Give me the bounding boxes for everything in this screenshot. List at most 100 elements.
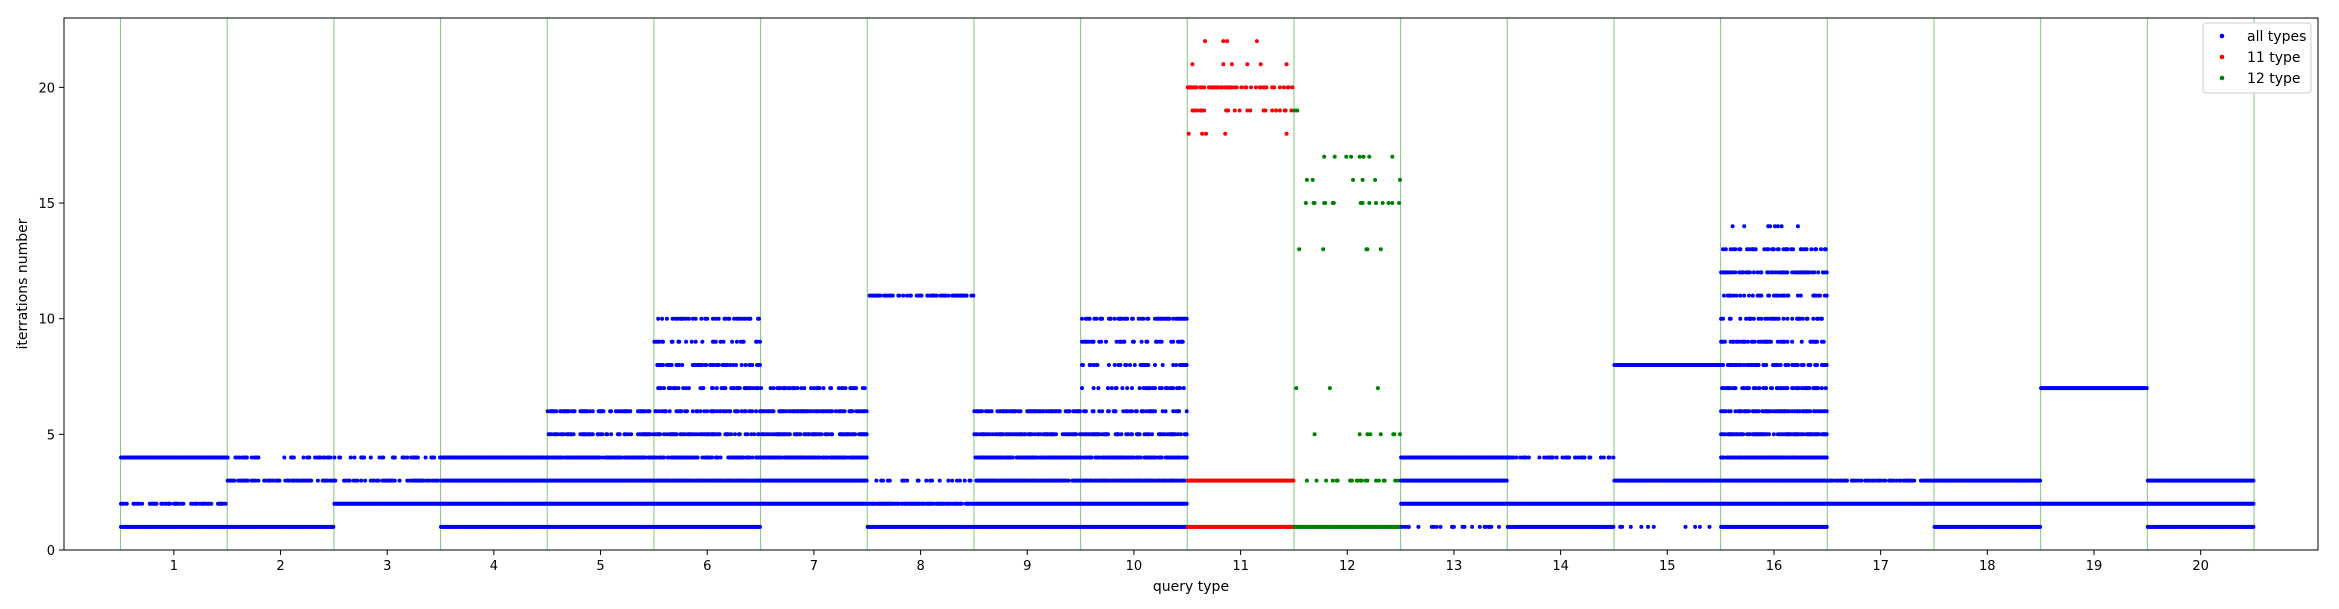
data-point — [1310, 177, 1315, 182]
data-point — [270, 478, 275, 483]
separator-lines — [120, 18, 2255, 550]
data-point — [1286, 85, 1291, 90]
data-point — [715, 455, 720, 460]
data-point — [1184, 501, 1189, 506]
data-point — [1249, 85, 1254, 90]
data-point — [244, 455, 249, 460]
data-point — [1365, 478, 1370, 483]
data-point — [784, 386, 788, 391]
data-point — [721, 339, 726, 344]
data-point — [1234, 85, 1239, 90]
data-point — [1138, 455, 1143, 460]
data-point — [681, 386, 686, 391]
data-point — [648, 432, 653, 437]
data-point — [1274, 108, 1279, 113]
data-point — [1119, 432, 1124, 437]
data-point — [1100, 409, 1105, 414]
data-point — [1112, 316, 1117, 321]
data-point — [758, 363, 762, 367]
data-point — [1351, 177, 1355, 182]
data-point — [854, 386, 859, 391]
data-point — [676, 386, 681, 391]
data-point — [702, 409, 707, 414]
data-point — [743, 316, 748, 321]
data-point — [751, 386, 756, 391]
data-point — [549, 432, 554, 437]
data-point — [836, 386, 841, 391]
data-point — [756, 386, 761, 391]
data-point — [755, 339, 760, 344]
data-point — [1229, 62, 1234, 67]
data-point — [1184, 409, 1189, 414]
data-point — [1087, 316, 1092, 321]
data-point — [1112, 363, 1117, 367]
data-point — [121, 501, 126, 506]
data-point — [245, 478, 250, 483]
data-point — [874, 478, 879, 483]
data-point — [654, 409, 659, 414]
data-point — [787, 432, 792, 437]
data-point — [232, 478, 237, 483]
data-point — [693, 339, 698, 344]
data-point — [710, 386, 715, 391]
data-point — [237, 455, 242, 460]
data-point — [1066, 478, 1071, 483]
data-point — [667, 409, 672, 414]
data-point — [392, 478, 397, 483]
data-point — [723, 316, 728, 321]
data-point — [628, 409, 633, 414]
data-point — [1232, 108, 1237, 113]
data-point — [916, 478, 921, 483]
data-point — [1106, 363, 1111, 367]
data-point — [1178, 432, 1183, 437]
data-point — [1392, 432, 1397, 437]
data-point — [1180, 339, 1185, 344]
data-point — [830, 409, 835, 414]
data-point — [1160, 363, 1165, 367]
data-point — [427, 478, 432, 483]
data-point — [1186, 131, 1191, 136]
data-point — [748, 386, 753, 391]
data-point — [946, 293, 951, 298]
data-point — [699, 316, 704, 321]
data-point — [767, 432, 772, 437]
data-point — [1357, 154, 1362, 159]
data-point — [897, 293, 902, 298]
data-point — [1204, 131, 1208, 136]
data-point — [694, 432, 699, 437]
data-point — [750, 363, 755, 367]
data-point — [716, 316, 721, 321]
data-point — [807, 432, 812, 437]
data-point — [658, 432, 663, 437]
data-point — [757, 316, 761, 321]
data-point — [757, 432, 761, 437]
data-point — [1451, 524, 1456, 529]
data-point — [968, 478, 973, 483]
data-point — [1470, 524, 1475, 529]
data-point — [1323, 201, 1328, 205]
data-point — [733, 432, 737, 437]
data-point — [690, 316, 695, 321]
data-point — [647, 409, 652, 414]
data-point — [738, 316, 743, 321]
data-point — [590, 432, 595, 437]
data-point — [1368, 432, 1373, 437]
data-point — [363, 478, 368, 483]
data-point — [864, 455, 869, 460]
data-point — [423, 455, 428, 460]
data-point — [1132, 363, 1137, 367]
data-point — [1054, 432, 1058, 437]
data-point — [679, 409, 684, 414]
data-point — [209, 501, 214, 506]
data-point — [132, 501, 137, 506]
data-point — [1057, 409, 1062, 414]
data-point — [325, 478, 330, 483]
data-point — [1106, 409, 1111, 414]
data-point — [332, 455, 337, 460]
data-point — [684, 316, 689, 321]
data-point — [924, 478, 929, 483]
data-point — [154, 501, 159, 506]
data-point — [1122, 339, 1127, 344]
data-point — [962, 478, 967, 483]
